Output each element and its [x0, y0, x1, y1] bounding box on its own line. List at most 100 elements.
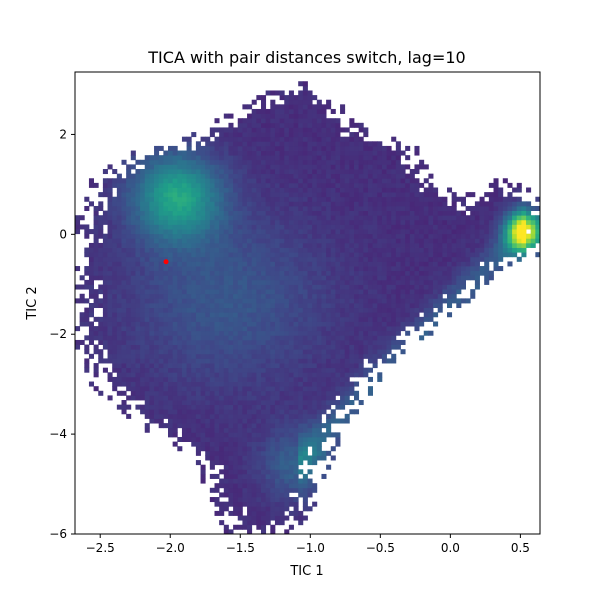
heatmap-cell — [181, 418, 187, 424]
heatmap-cell — [405, 233, 411, 239]
heatmap-cell — [312, 339, 318, 345]
heatmap-cell — [209, 141, 215, 147]
heatmap-cell — [349, 326, 355, 332]
heatmap-cell — [330, 386, 336, 392]
heatmap-cell — [381, 298, 387, 304]
heatmap-cell — [274, 455, 280, 461]
heatmap-cell — [349, 372, 355, 378]
heatmap-cell — [181, 395, 187, 401]
heatmap-cell — [340, 363, 346, 369]
heatmap-cell — [261, 358, 267, 364]
heatmap-cell — [265, 275, 271, 281]
heatmap-cell — [358, 256, 364, 262]
heatmap-cell — [274, 192, 280, 198]
heatmap-cell — [270, 242, 276, 248]
heatmap-cell — [307, 400, 313, 406]
heatmap-cell — [177, 344, 183, 350]
heatmap-cell — [274, 215, 280, 221]
heatmap-cell — [293, 483, 299, 489]
heatmap-cell — [279, 247, 285, 253]
heatmap-cell — [316, 386, 322, 392]
heatmap-cell — [288, 132, 294, 138]
heatmap-cell — [288, 266, 294, 272]
heatmap-cell — [181, 284, 187, 290]
heatmap-cell — [251, 136, 257, 142]
heatmap-cell — [116, 312, 122, 318]
heatmap-cell — [195, 275, 201, 281]
heatmap-cell — [247, 510, 253, 516]
heatmap-cell — [284, 247, 290, 253]
heatmap-cell — [344, 312, 350, 318]
heatmap-cell — [270, 349, 276, 355]
heatmap-cell — [168, 275, 174, 281]
heatmap-cell — [279, 326, 285, 332]
heatmap-cell — [279, 483, 285, 489]
heatmap-cell — [237, 446, 243, 452]
heatmap-cell — [195, 196, 201, 202]
heatmap-cell — [447, 279, 453, 285]
heatmap-cell — [233, 487, 239, 493]
heatmap-cell — [135, 215, 141, 221]
heatmap-cell — [344, 358, 350, 364]
heatmap-cell — [126, 335, 132, 341]
heatmap-cell — [158, 363, 164, 369]
heatmap-cell — [251, 418, 257, 424]
heatmap-cell — [335, 201, 341, 207]
heatmap-cell — [344, 173, 350, 179]
heatmap-cell — [265, 284, 271, 290]
heatmap-cell — [233, 367, 239, 373]
heatmap-cell — [302, 483, 308, 489]
heatmap-cell — [340, 381, 346, 387]
heatmap-cell — [102, 279, 108, 285]
heatmap-cell — [112, 358, 118, 364]
heatmap-cell — [214, 205, 220, 211]
heatmap-cell — [358, 233, 364, 239]
heatmap-cell — [367, 187, 373, 193]
heatmap-cell — [237, 307, 243, 313]
heatmap-cell — [233, 339, 239, 345]
heatmap-cell — [293, 256, 299, 262]
heatmap-cell — [372, 252, 378, 258]
heatmap-cell — [233, 132, 239, 138]
heatmap-cell — [195, 321, 201, 327]
heatmap-cell — [130, 173, 136, 179]
heatmap-cell — [391, 229, 397, 235]
heatmap-cell — [270, 108, 276, 114]
heatmap-cell — [395, 256, 401, 262]
heatmap-cell — [251, 455, 257, 461]
heatmap-cell — [247, 279, 253, 285]
heatmap-cell — [279, 344, 285, 350]
heatmap-cell — [284, 289, 290, 295]
heatmap-cell — [354, 173, 360, 179]
heatmap-cell — [349, 284, 355, 290]
heatmap-cell — [228, 196, 234, 202]
heatmap-cell — [302, 293, 308, 299]
heatmap-cell — [247, 266, 253, 272]
heatmap-cell — [251, 256, 257, 262]
heatmap-cell — [279, 469, 285, 475]
heatmap-cell — [126, 247, 132, 253]
heatmap-cell — [223, 164, 229, 170]
heatmap-cell — [316, 145, 322, 151]
heatmap-cell — [200, 229, 206, 235]
heatmap-cell — [191, 210, 197, 216]
heatmap-cell — [377, 196, 383, 202]
heatmap-cell — [460, 233, 466, 239]
heatmap-cell — [293, 238, 299, 244]
heatmap-cell — [270, 339, 276, 345]
heatmap-cell — [437, 247, 443, 253]
heatmap-cell — [186, 219, 192, 225]
heatmap-cell — [381, 182, 387, 188]
heatmap-cell — [326, 284, 332, 290]
heatmap-cell — [270, 261, 276, 267]
heatmap-cell — [107, 330, 113, 336]
heatmap-cell — [219, 127, 225, 133]
heatmap-cell — [344, 279, 350, 285]
heatmap-cell — [479, 210, 485, 216]
heatmap-cell — [223, 349, 229, 355]
heatmap-cell — [451, 279, 457, 285]
heatmap-cell — [400, 178, 406, 184]
heatmap-cell — [247, 418, 253, 424]
heatmap-cell — [209, 187, 215, 193]
heatmap-cell — [460, 224, 466, 230]
